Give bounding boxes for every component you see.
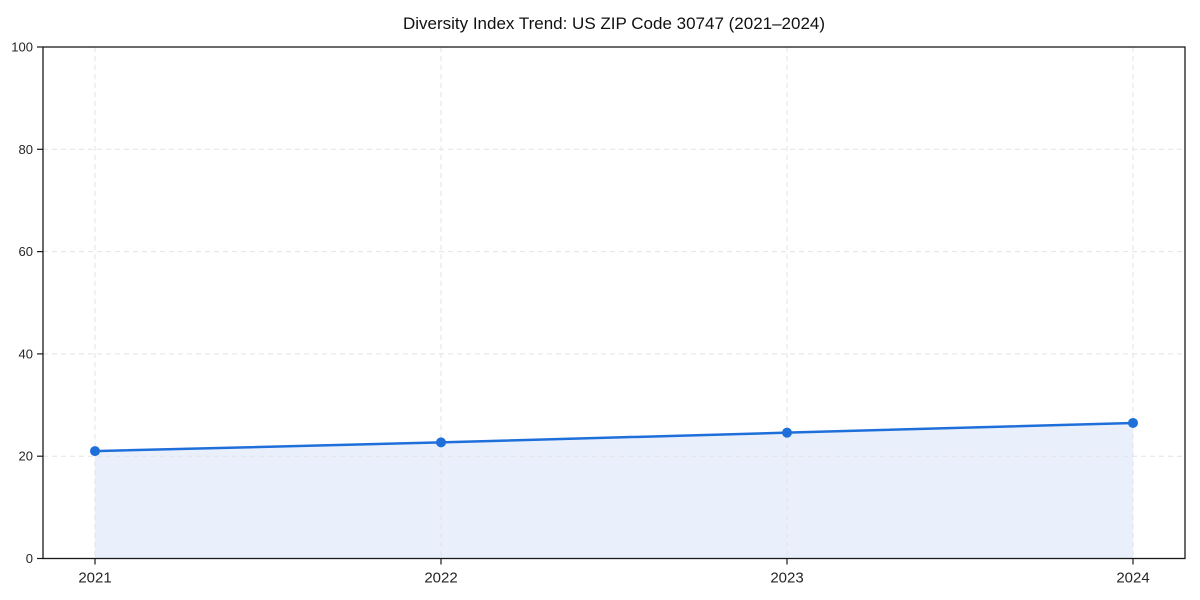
x-tick-label: 2024 bbox=[1116, 570, 1149, 587]
y-tick-label: 80 bbox=[19, 142, 33, 157]
trend-line bbox=[93, 421, 1135, 453]
y-tick-label: 40 bbox=[19, 346, 33, 361]
x-tick-label: 2021 bbox=[78, 570, 111, 587]
y-tick-label: 20 bbox=[19, 449, 33, 464]
chart-title: Diversity Index Trend: US ZIP Code 30747… bbox=[403, 14, 825, 33]
y-tick-label: 60 bbox=[19, 244, 33, 259]
data-point bbox=[90, 446, 100, 457]
data-point bbox=[782, 427, 792, 438]
x-tick-label: 2022 bbox=[424, 570, 457, 587]
y-tick-label: 0 bbox=[26, 551, 33, 566]
data-point bbox=[436, 437, 446, 448]
plot-border bbox=[42, 46, 1186, 560]
data-point bbox=[1128, 417, 1138, 428]
y-tick-label: 100 bbox=[11, 40, 33, 55]
x-tick-label: 2023 bbox=[770, 570, 803, 587]
plot-area: 0 20 40 60 80 100 2021 2022 2023 2024 bbox=[11, 40, 1186, 587]
area-fill bbox=[95, 422, 1133, 559]
